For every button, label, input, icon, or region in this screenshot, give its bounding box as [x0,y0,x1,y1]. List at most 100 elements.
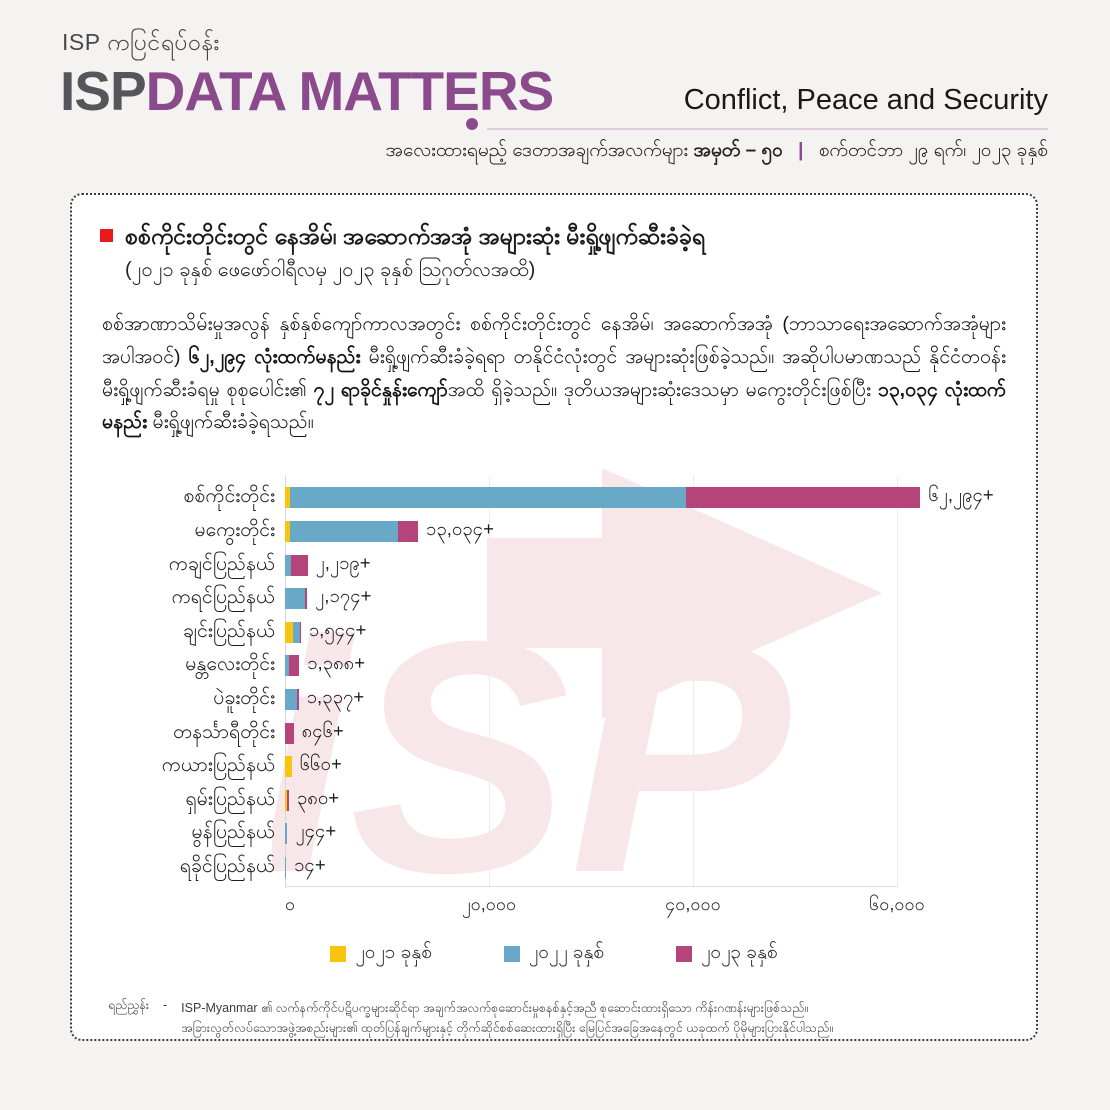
x-axis: ၀ ၂၀,၀၀၀ ၄၀,၀၀၀ ၆၀,၀၀၀ [285,884,1008,918]
bar-segment-2023 [296,688,299,710]
bar-wrap: ၂,၂၁၉+ [285,552,1008,579]
row-label: မွန်ပြည်နယ် [191,821,275,844]
bar-wrap: ၁,၃၃၇+ [285,686,1008,713]
bar-segment-2021 [285,487,291,509]
bar-segment-2022 [285,688,297,710]
bar-segment-2022 [285,655,289,677]
card-title-row: စစ်ကိုင်းတိုင်းတွင် နေအိမ်၊ အဆောက်အအုံ အ… [100,221,1008,252]
issue-date: စက်တင်ဘာ ၂၉ ရက်၊ ၂၀၂၃ ခုနှစ် [818,140,1048,161]
legend-item: ၂၀၂၁ ခုနှစ် [330,940,432,968]
legend-item: ၂၀၂၃ ခုနှစ် [676,940,778,968]
paragraph-segment: အထိ ရှိခဲ့သည်။ ဒုတိယအများဆုံးဒေသမှာ မကွေ… [447,378,878,401]
issue-line: အလေးထားရမည့် ဒေတာအချက်အလက်များ အမှတ် – ၅… [386,138,1048,166]
x-axis-tick-label: ၂၀,၀၀၀ [461,894,517,915]
row-label: ကချင်ပြည်နယ် [168,552,275,575]
row-label: ကရင်ပြည်နယ် [171,586,275,609]
content-card: iSP စစ်ကိုင်းတိုင်းတွင် နေအိမ်၊ အဆောက်အအ… [70,193,1038,1041]
source-note: ရည်ညွှန်း - ISP-Myanmar ၏ လက်နက်ကိုင်ပဋိ… [108,998,1008,1038]
stacked-bar [285,756,292,778]
bar-value-label: ၁၃,၀၃၄+ [425,517,494,539]
paragraph-segment: ၇၂ ရာခိုင်နှုန်းကျော် [313,378,448,401]
card-paragraph: စစ်အာဏာသိမ်းမှုအလွန် နှစ်နှစ်ကျော်ကာလအတွ… [102,308,1006,439]
row-label: ရခိုင်ပြည်နယ် [179,854,275,877]
paragraph-segment: စစ်အာဏာသိမ်းမှုအလွန် နှစ်နှစ်ကျော်ကာလအတွ… [102,313,1006,368]
bar-wrap: ၃၈၀+ [285,787,1008,814]
bar-value-label: ၆၆၀+ [299,753,342,775]
red-square-bullet-icon [100,229,113,242]
bar-segment-2023 [285,722,294,744]
chart-legend: ၂၀၂၁ ခုနှစ် ၂၀၂၂ ခုနှစ် ၂၀၂၃ ခုနှစ် [100,940,1008,968]
bar-segment-2023 [685,487,921,509]
row-label: ချင်းပြည်နယ် [182,619,275,642]
bar-value-label: ၂၄၄+ [295,820,337,842]
stacked-bar [285,520,418,542]
legend-label: ၂၀၂၁ ခုနှစ် [355,942,432,964]
chart-row: ရှမ်းပြည်နယ် ၃၈၀+ [100,783,1008,817]
bar-value-label: ၈၄၆+ [301,719,344,741]
stacked-bar [285,823,288,845]
stacked-bar [285,487,921,509]
bar-chart: စစ်ကိုင်းတိုင်း ၆၂,၂၉၄+ မကွေးတိုင်း ၁၃,၀၃၄+… [100,475,1008,968]
stacked-bar [285,722,294,744]
legend-label: ၂၀၂၂ ခုနှစ် [528,942,605,964]
paragraph-segment: ၁၃,၀၃၄ လုံးထက်မနည်း [102,378,1006,434]
row-label: စစ်ကိုင်းတိုင်း [183,485,275,508]
brand-tagline: ISP ကပြင်ရပ်ဝန်း [62,29,220,55]
x-axis-tick-label: ၆၀,၀၀၀ [869,894,925,915]
chart-row: မန္တလေးတိုင်း ၁,၃၈၈+ [100,649,1008,683]
x-axis-tick-label: ၀ [285,894,296,915]
bar-segment-2023 [291,554,308,576]
grid-line [285,475,286,889]
bar-segment-2022 [285,588,306,610]
bar-wrap: ၁၄+ [285,854,1008,881]
bar-wrap: ၆၂,၂၉၄+ [285,484,1008,511]
bar-segment-2023 [288,655,300,677]
issue-prefix: အလေးထားရမည့် ဒေတာအချက်အလက်များ [385,140,689,161]
row-label: ရှမ်းပြည်နယ် [185,787,275,810]
header-divider [487,128,1048,130]
chart-row: ရခိုင်ပြည်နယ် ၁၄+ [100,851,1008,885]
legend-label: ၂၀၂၃ ခုနှစ် [701,942,778,964]
stacked-bar [285,588,308,610]
source-label: ရည်ညွှန်း [108,998,149,1013]
bar-wrap: ၈၄၆+ [285,720,1008,747]
category-title: Conflict, Peace and Security [683,84,1048,116]
bar-wrap: ၆၆၀+ [285,753,1008,780]
bar-value-label: ၁,၃၃၇+ [306,685,365,707]
stacked-bar [285,688,299,710]
chart-row: ချင်းပြည်နယ် ၁,၅၄၄+ [100,615,1008,649]
chart-row: မွန်ပြည်နယ် ၂၄၄+ [100,817,1008,851]
bar-segment-2021 [285,789,288,811]
chart-row: ကယားပြည်နယ် ၆၆၀+ [100,750,1008,784]
legend-item: ၂၀၂၂ ခုနှစ် [503,940,605,968]
issue-number: အမှတ် – ၅၀ [693,140,783,161]
bar-wrap: ၂၄၄+ [285,820,1008,847]
row-label: မန္တလေးတိုင်း [185,653,275,676]
source-text: ISP-Myanmar ၏ လက်နက်ကိုင်ပဋိပက္ခများဆိုင… [181,998,833,1038]
bar-value-label: ၁,၅၄၄+ [308,618,367,640]
paragraph-segment: မီးရှို့ဖျက်ဆီးခံခဲ့ရသည်။ [147,411,314,434]
legend-swatch-icon [676,946,693,963]
stacked-bar [285,856,286,878]
bar-value-label: ၁၄+ [294,853,326,875]
x-axis-baseline [285,886,897,888]
chart-row: ကရင်ပြည်နယ် ၂,၁၇၄+ [100,582,1008,616]
row-label: ကယားပြည်နယ် [161,754,275,777]
bar-segment-2022 [290,487,686,509]
source-line-1: ISP-Myanmar ၏ လက်နက်ကိုင်ပဋိပက္ခများဆိုင… [181,1001,809,1016]
row-label: မကွေးတိုင်း [194,518,275,541]
bar-wrap: ၁,၃၈၈+ [285,652,1008,679]
bar-segment-2022 [285,823,288,845]
bar-value-label: ၃၈၀+ [296,786,340,808]
bar-value-label: ၂,၂၁၉+ [315,551,371,573]
card-title: စစ်ကိုင်းတိုင်းတွင် နေအိမ်၊ အဆောက်အအုံ အ… [125,223,705,249]
bar-wrap: ၁၃,၀၃၄+ [285,518,1008,545]
stacked-bar [285,655,300,677]
bar-segment-2023 [397,520,418,542]
grid-line [489,475,490,889]
source-dash: - [163,998,168,1013]
card-subtitle: (၂၀၂၁ ခုနှစ် ဖေဖော်ဝါရီလမှ ၂၀၂၃ ခုနှစ် သ… [125,259,536,282]
chart-rows: စစ်ကိုင်းတိုင်း ၆၂,၂၉၄+ မကွေးတိုင်း ၁၃,၀၃၄+… [100,481,1008,884]
bar-wrap: ၂,၁၇၄+ [285,585,1008,612]
